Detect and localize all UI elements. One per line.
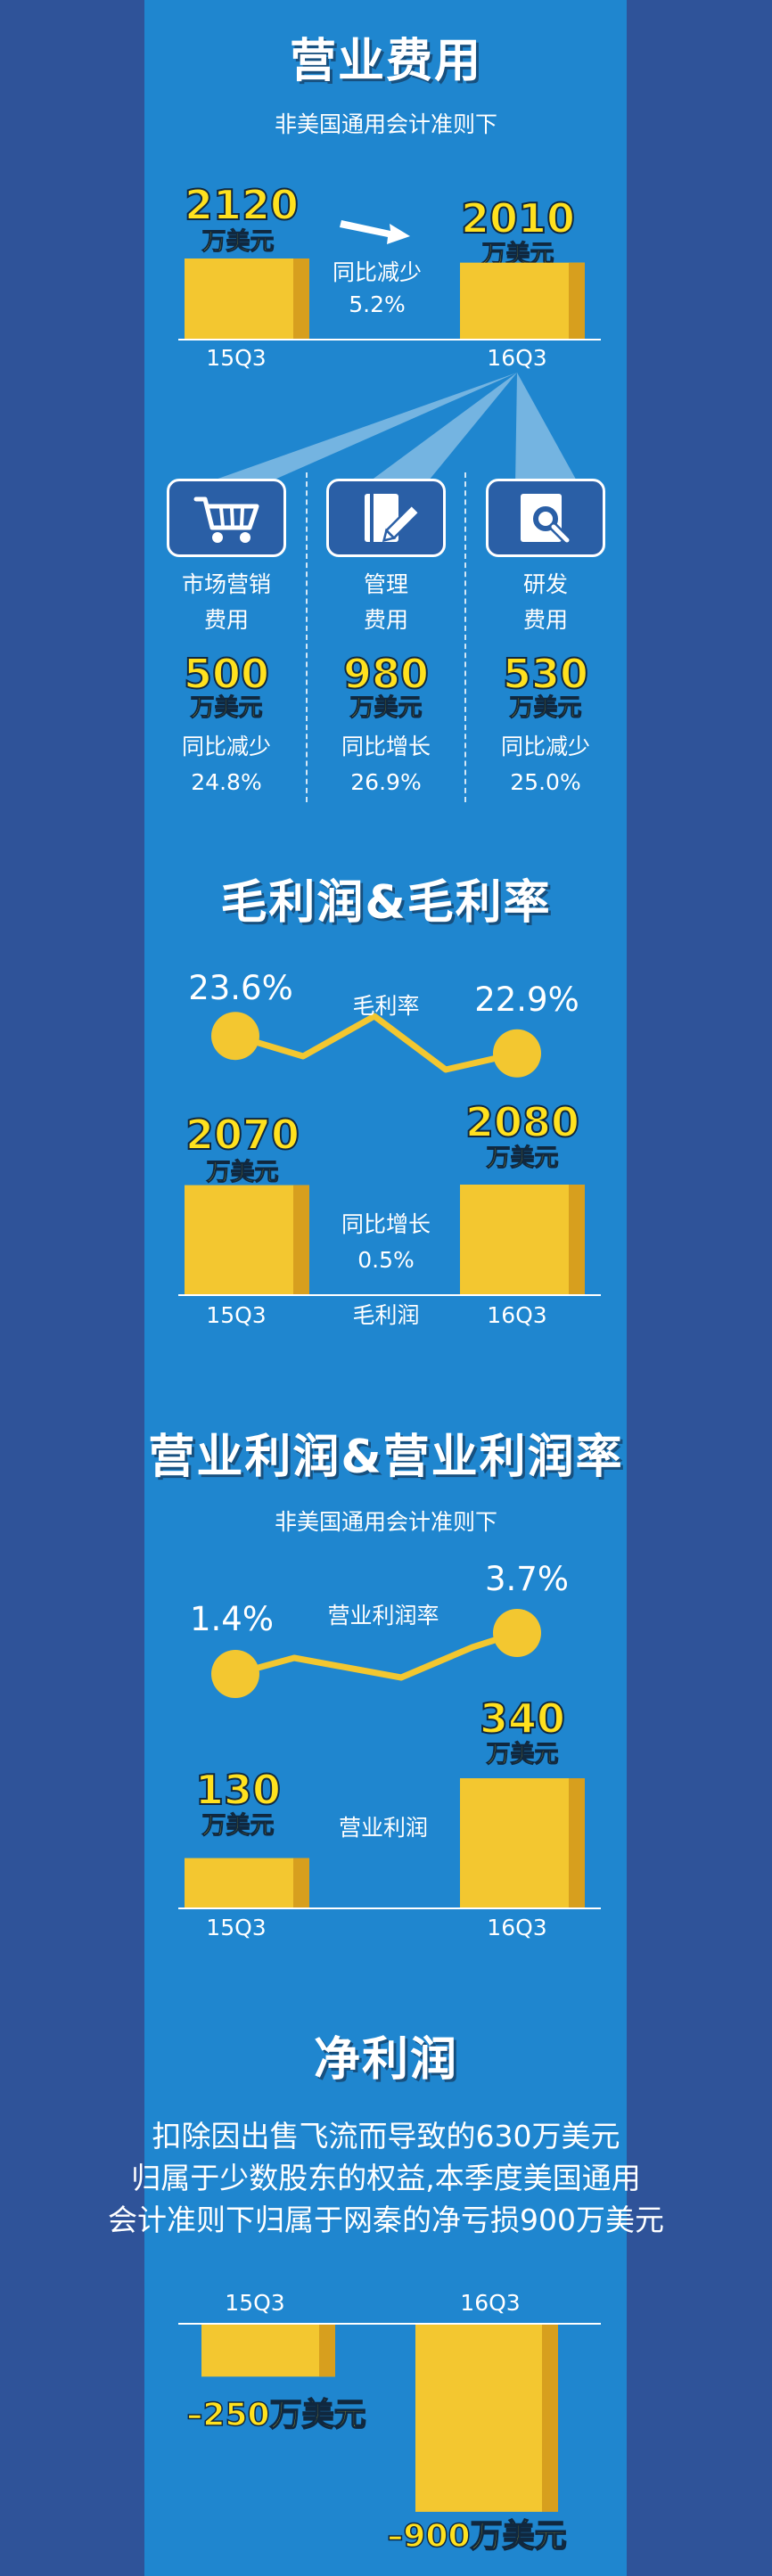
admin-unit: 万美元 bbox=[349, 694, 423, 722]
net-value-15q3: –250万美元 bbox=[186, 2397, 367, 2433]
opex-value-15q3: 2120 bbox=[184, 181, 300, 229]
admin-value: 980 bbox=[342, 650, 430, 698]
rnd-change-value: 25.0% bbox=[510, 769, 581, 795]
gross-value-16q3: 2080 bbox=[464, 1098, 580, 1146]
opex-period-16q3: 16Q3 bbox=[487, 345, 547, 371]
gross-margin-line bbox=[234, 1013, 518, 1073]
net-description-line3: 会计准则下归属于网秦的净亏损900万美元 bbox=[108, 2203, 664, 2237]
opex-change-label: 同比减少 bbox=[332, 259, 422, 285]
operating-title: 营业利润&营业利润率 bbox=[148, 1431, 624, 1484]
operating-subtitle: 非美国通用会计准则下 bbox=[274, 1509, 497, 1535]
operating-chart bbox=[185, 1609, 585, 1907]
operating-unit-15q3: 万美元 bbox=[201, 1812, 275, 1840]
operating-margin-point-15q3 bbox=[211, 1650, 259, 1698]
opex-value-16q3: 2010 bbox=[460, 194, 576, 242]
marketing-change-value: 24.8% bbox=[191, 769, 262, 795]
rnd-label-line2: 费用 bbox=[522, 607, 568, 633]
net-bar-16q3 bbox=[415, 2325, 558, 2512]
gross-title: 毛利润&毛利率 bbox=[220, 876, 552, 930]
operating-baseline bbox=[178, 1907, 601, 1909]
magnifier-icon bbox=[486, 479, 605, 557]
gross-margin-point-15q3 bbox=[211, 1012, 259, 1061]
net-bar-15q3 bbox=[201, 2325, 335, 2377]
gross-chart bbox=[185, 1012, 585, 1294]
operating-margin-line bbox=[234, 1629, 519, 1681]
net-description-line1: 扣除因出售飞流而导致的630万美元 bbox=[152, 2119, 620, 2154]
operating-margin-15q3: 1.4% bbox=[190, 1600, 274, 1638]
divider-2 bbox=[464, 472, 466, 802]
operating-margin-label: 营业利润率 bbox=[327, 1603, 439, 1628]
gross-unit-16q3: 万美元 bbox=[486, 1144, 559, 1172]
gross-margin-point-16q3 bbox=[493, 1029, 541, 1078]
admin-change-value: 26.9% bbox=[350, 769, 422, 795]
operating-period-16q3: 16Q3 bbox=[487, 1915, 547, 1940]
operating-unit-16q3: 万美元 bbox=[486, 1741, 559, 1768]
net-period-16q3: 16Q3 bbox=[460, 2290, 521, 2316]
opex-bar-15q3 bbox=[185, 258, 309, 339]
divider-1 bbox=[306, 472, 308, 802]
admin-label-line2: 费用 bbox=[363, 607, 408, 633]
gross-period-15q3: 15Q3 bbox=[206, 1302, 267, 1328]
opex-subtitle: 非美国通用会计准则下 bbox=[274, 111, 497, 137]
rnd-label-line1: 研发 bbox=[522, 571, 568, 597]
gross-margin-16q3: 22.9% bbox=[474, 980, 579, 1019]
gross-bar-15q3 bbox=[185, 1185, 309, 1294]
gross-margin-15q3: 23.6% bbox=[188, 969, 293, 1007]
marketing-change-label: 同比减少 bbox=[181, 734, 271, 759]
gross-unit-15q3: 万美元 bbox=[206, 1159, 279, 1186]
operating-value-15q3: 130 bbox=[194, 1766, 282, 1814]
gross-bar-16q3 bbox=[460, 1185, 585, 1294]
opex-bar-chart bbox=[185, 220, 585, 339]
operating-period-15q3: 15Q3 bbox=[206, 1915, 267, 1940]
operating-bar-label: 营业利润 bbox=[338, 1815, 428, 1841]
trend-arrow-icon bbox=[340, 220, 410, 244]
rnd-value: 530 bbox=[502, 650, 589, 698]
rnd-unit: 万美元 bbox=[509, 694, 582, 722]
cart-icon bbox=[167, 479, 286, 557]
opex-baseline bbox=[178, 339, 601, 340]
net-period-15q3: 15Q3 bbox=[225, 2290, 285, 2316]
opex-title: 营业费用 bbox=[289, 35, 482, 88]
operating-margin-16q3: 3.7% bbox=[485, 1560, 569, 1598]
net-value-16q3: –900万美元 bbox=[387, 2518, 568, 2555]
rnd-change-label: 同比减少 bbox=[500, 734, 590, 759]
gross-change-label: 同比增长 bbox=[341, 1211, 431, 1237]
opex-change-value: 5.2% bbox=[349, 291, 406, 317]
operating-value-16q3: 340 bbox=[479, 1694, 566, 1743]
admin-change-label: 同比增长 bbox=[341, 734, 431, 759]
admin-label-line1: 管理 bbox=[363, 571, 408, 597]
document-pen-icon bbox=[326, 479, 446, 557]
net-description-line2: 归属于少数股东的权益,本季度美国通用 bbox=[131, 2161, 641, 2195]
opex-bar-16q3 bbox=[460, 262, 585, 339]
gross-value-15q3: 2070 bbox=[185, 1111, 300, 1159]
marketing-label-line2: 费用 bbox=[203, 607, 249, 633]
operating-bar-15q3 bbox=[185, 1858, 309, 1907]
gross-baseline bbox=[178, 1294, 601, 1296]
marketing-label-line1: 市场营销 bbox=[181, 571, 271, 597]
gross-change-value: 0.5% bbox=[357, 1247, 415, 1273]
gross-margin-label: 毛利率 bbox=[352, 993, 420, 1019]
marketing-unit: 万美元 bbox=[190, 694, 263, 722]
opex-unit-15q3: 万美元 bbox=[201, 228, 275, 256]
gross-period-16q3: 16Q3 bbox=[487, 1302, 547, 1328]
marketing-value: 500 bbox=[183, 650, 270, 698]
opex-period-15q3: 15Q3 bbox=[206, 345, 267, 371]
net-title: 净利润 bbox=[313, 2033, 458, 2087]
operating-bar-16q3 bbox=[460, 1778, 585, 1907]
net-baseline bbox=[178, 2323, 601, 2325]
operating-margin-point-16q3 bbox=[493, 1609, 541, 1657]
breakdown-connectors bbox=[198, 373, 579, 486]
gross-bar-label: 毛利润 bbox=[352, 1302, 420, 1328]
